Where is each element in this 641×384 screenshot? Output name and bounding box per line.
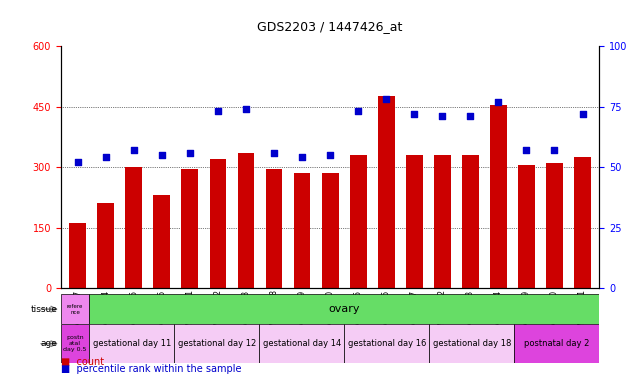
Text: gestational day 11: gestational day 11 [92, 339, 171, 348]
Point [297, 154, 307, 161]
Point [578, 111, 588, 117]
Bar [259, 324, 344, 363]
Text: gestational day 12: gestational day 12 [178, 339, 256, 348]
Bar [518, 165, 535, 288]
Point [494, 99, 504, 105]
Bar [89, 324, 174, 363]
Bar [344, 324, 429, 363]
Bar [350, 155, 367, 288]
Bar [238, 153, 254, 288]
Text: ovary: ovary [329, 304, 360, 314]
Point [437, 113, 447, 119]
Bar [322, 173, 338, 288]
Bar [153, 195, 171, 288]
Bar [462, 155, 479, 288]
Text: gestational day 14: gestational day 14 [263, 339, 341, 348]
Bar [61, 294, 89, 324]
Point [185, 149, 195, 156]
Bar [546, 163, 563, 288]
Bar [181, 169, 198, 288]
Bar [97, 204, 114, 288]
Bar [174, 324, 259, 363]
Point [269, 149, 279, 156]
Bar [210, 159, 226, 288]
Bar [514, 324, 599, 363]
Bar [69, 223, 86, 288]
Text: tissue: tissue [31, 305, 58, 314]
Bar [378, 96, 395, 288]
Point [549, 147, 560, 153]
Bar [294, 173, 310, 288]
Text: GDS2203 / 1447426_at: GDS2203 / 1447426_at [258, 20, 403, 33]
Point [213, 108, 223, 114]
Point [101, 154, 111, 161]
Bar [434, 155, 451, 288]
Point [409, 111, 419, 117]
Text: gestational day 16: gestational day 16 [347, 339, 426, 348]
Bar [490, 104, 507, 288]
Point [521, 147, 531, 153]
Point [72, 159, 83, 165]
Point [381, 96, 391, 103]
Text: ■  count: ■ count [61, 358, 104, 367]
Point [353, 108, 363, 114]
Text: postnatal day 2: postnatal day 2 [524, 339, 590, 348]
Bar [429, 324, 514, 363]
Point [325, 152, 335, 158]
Text: postn
atal
day 0.5: postn atal day 0.5 [63, 335, 87, 352]
Point [241, 106, 251, 112]
Text: refere
nce: refere nce [67, 304, 83, 314]
Point [465, 113, 476, 119]
Bar [265, 169, 283, 288]
Text: age: age [41, 339, 58, 348]
Bar [61, 324, 89, 363]
Bar [126, 167, 142, 288]
Bar [574, 157, 591, 288]
Text: gestational day 18: gestational day 18 [433, 339, 511, 348]
Text: ■  percentile rank within the sample: ■ percentile rank within the sample [61, 364, 242, 374]
Point [157, 152, 167, 158]
Point [129, 147, 139, 153]
Bar [406, 155, 422, 288]
